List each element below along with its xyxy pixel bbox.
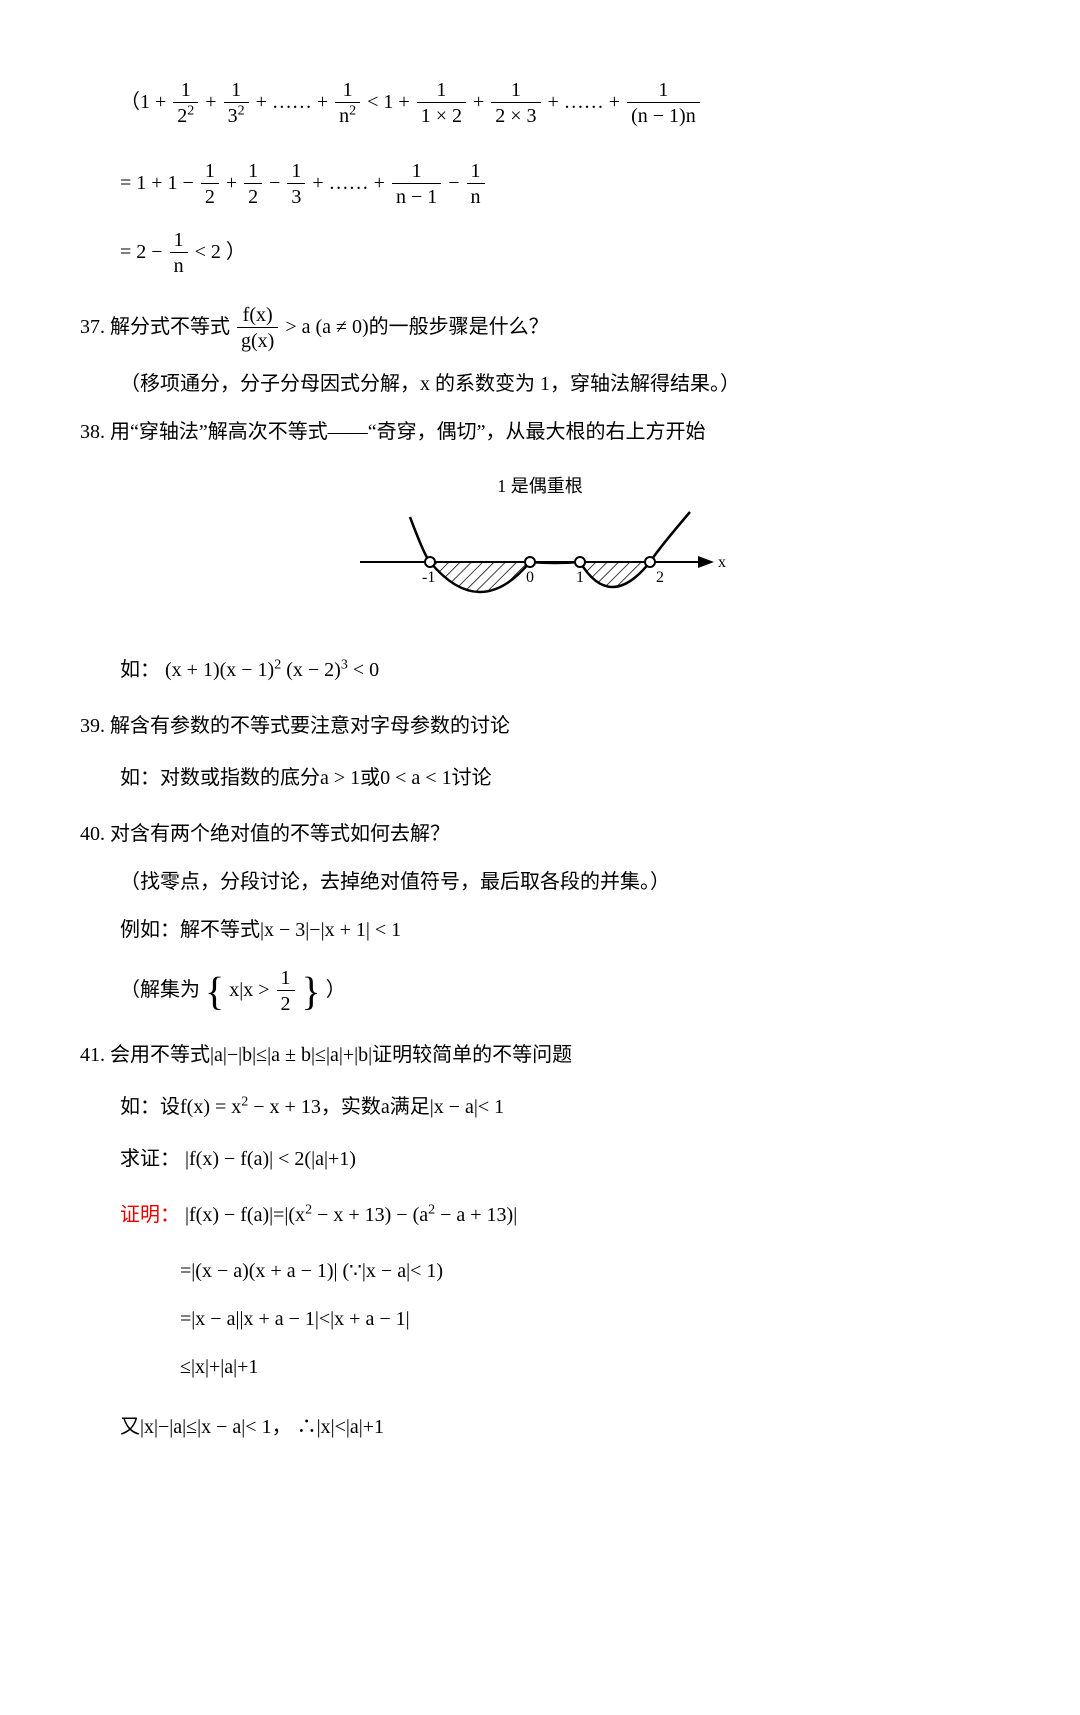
text: > a (a ≠ 0)的一般步骤是什么？ — [285, 316, 548, 338]
question-37: 37. 解分式不等式 f(x)g(x) > a (a ≠ 0)的一般步骤是什么？ — [80, 303, 1000, 354]
fraction: 1(n − 1)n — [627, 78, 700, 129]
text: + …… + — [312, 172, 390, 194]
fraction: 12 — [277, 966, 295, 1017]
question-38: 38. 用“穿轴法”解高次不等式——“奇穿，偶切”，从最大根的右上方开始 — [80, 414, 1000, 450]
text: 37. 解分式不等式 — [80, 316, 235, 338]
question-40: 40. 对含有两个绝对值的不等式如何去解？ — [80, 816, 1000, 852]
equation-line-1: （1 + 122 + 132 + …… + 1n2 < 1 + 11 × 2 +… — [80, 78, 1000, 129]
question-39: 39. 解含有参数的不等式要注意对字母参数的讨论 — [80, 708, 1000, 744]
text: < 2 ） — [195, 241, 246, 263]
svg-text:2: 2 — [656, 569, 664, 586]
proof-line-5: 又|x|−|a|≤|x − a|< 1， ∴|x|<|a|+1 — [80, 1409, 1000, 1445]
figure-label: 1 是偶重根 — [80, 470, 1000, 502]
text: 如： — [120, 659, 160, 681]
expression: (x + 1)(x − 1)2 (x − 2)3 < 0 — [165, 659, 379, 681]
text: + — [473, 91, 489, 113]
text: （1 + — [120, 91, 166, 113]
text: + — [205, 91, 221, 113]
proof-line-1: 证明： |f(x) − f(a)|=|(x2 − x + 13) − (a2 −… — [80, 1197, 1000, 1233]
x-axis-label: x — [718, 554, 726, 571]
text: + — [226, 172, 242, 194]
proof-text: |f(x) − f(a)|=|(x2 − x + 13) − (a2 − a +… — [185, 1204, 517, 1226]
question-38-example: 如： (x + 1)(x − 1)2 (x − 2)3 < 0 — [80, 652, 1000, 688]
text: （解集为 — [120, 979, 200, 1001]
text: = 1 + 1 − — [120, 172, 199, 194]
fraction: 1n — [467, 159, 485, 210]
brace-left: { — [205, 969, 224, 1014]
set-text: x|x > — [229, 979, 274, 1001]
text: ） — [326, 979, 346, 1001]
fraction: 1n − 1 — [392, 159, 441, 210]
fraction: f(x)g(x) — [237, 303, 278, 354]
equation-line-2: = 1 + 1 − 12 + 12 − 13 + …… + 1n − 1 − 1… — [80, 159, 1000, 210]
question-40-answer: （找零点，分段讨论，去掉绝对值符号，最后取各段的并集。） — [80, 864, 1000, 900]
text: 如：设f(x) = x2 − x + 13，实数a满足|x − a|< 1 — [120, 1096, 504, 1118]
svg-text:-1: -1 — [422, 569, 435, 586]
question-37-answer: （移项通分，分子分母因式分解，x 的系数变为 1，穿轴法解得结果。） — [80, 366, 1000, 402]
proof-line-3: =|x − a||x + a − 1|<|x + a − 1| — [80, 1301, 1000, 1337]
fraction: 122 — [173, 78, 198, 129]
svg-text:0: 0 — [526, 569, 534, 586]
text: + …… + — [256, 91, 334, 113]
fraction: 1n2 — [335, 78, 360, 129]
svg-text:1: 1 — [576, 569, 584, 586]
text: − — [269, 172, 285, 194]
question-40-solution: （解集为 { x|x > 12 } ） — [80, 966, 1000, 1017]
question-41-example: 如：设f(x) = x2 − x + 13，实数a满足|x − a|< 1 — [80, 1089, 1000, 1125]
fraction: 1n — [170, 228, 188, 279]
question-39-example: 如：对数或指数的底分a > 1或0 < a < 1讨论 — [80, 760, 1000, 796]
curve-svg: x -1 0 1 2 — [350, 502, 730, 632]
question-41: 41. 会用不等式|a|−|b|≤|a ± b|≤|a|+|b|证明较简单的不等… — [80, 1037, 1000, 1073]
brace-right: } — [302, 969, 321, 1014]
fraction: 12 × 3 — [491, 78, 540, 129]
equation-line-3: = 2 − 1n < 2 ） — [80, 228, 1000, 279]
text: − — [448, 172, 464, 194]
fraction: 11 × 2 — [417, 78, 466, 129]
proof-line-2: =|(x − a)(x + a − 1)| (∵|x − a|< 1) — [80, 1253, 1000, 1289]
question-41-prove: 求证： |f(x) − f(a)| < 2(|a|+1) — [80, 1141, 1000, 1177]
threading-diagram: 1 是偶重根 x -1 0 1 2 — [80, 470, 1000, 632]
fraction: 13 — [287, 159, 305, 210]
text: < 1 + — [367, 91, 415, 113]
fraction: 12 — [201, 159, 219, 210]
fraction: 132 — [224, 78, 249, 129]
proof-line-4: ≤|x|+|a|+1 — [80, 1349, 1000, 1385]
text: + …… + — [548, 91, 626, 113]
fraction: 12 — [244, 159, 262, 210]
text: = 2 − — [120, 241, 168, 263]
proof-label: 证明： — [120, 1204, 180, 1226]
question-40-example: 例如：解不等式|x − 3|−|x + 1| < 1 — [80, 912, 1000, 948]
